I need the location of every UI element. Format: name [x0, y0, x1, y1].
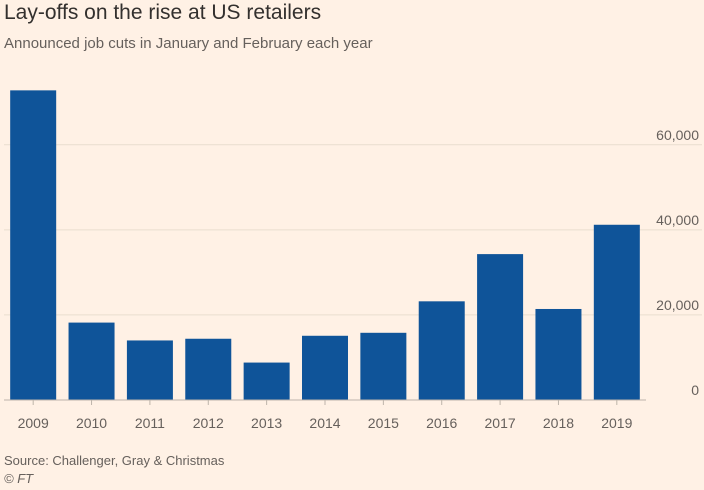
- bar-2010: [68, 322, 115, 400]
- bar-2015: [360, 332, 407, 400]
- y-tick-label: 20,000: [656, 297, 699, 313]
- bar-2011: [126, 340, 173, 400]
- bar-2018: [535, 308, 582, 400]
- chart-subtitle: Announced job cuts in January and Februa…: [4, 35, 373, 52]
- bar-2013: [243, 362, 290, 400]
- x-tick-label: 2014: [309, 415, 340, 431]
- x-tick-label: 2016: [426, 415, 457, 431]
- x-tick-label: 2017: [485, 415, 516, 431]
- x-tick-label: 2019: [601, 415, 632, 431]
- x-tick-label: 2018: [543, 415, 574, 431]
- bar-2012: [185, 338, 232, 400]
- bar-2019: [593, 224, 640, 400]
- x-tick-label: 2010: [76, 415, 107, 431]
- bar-2017: [477, 254, 524, 400]
- bars: [10, 90, 640, 400]
- x-tick-label: 2012: [193, 415, 224, 431]
- x-tick-label: 2015: [368, 415, 399, 431]
- gridlines: [4, 144, 702, 316]
- bar-2016: [418, 301, 465, 400]
- bar-chart: 0 20,000 40,000 60,000 2009 2010 2011 2012 2013 2…: [4, 90, 702, 431]
- y-tick-label: 60,000: [656, 127, 699, 143]
- x-tick-label: 2011: [135, 415, 165, 431]
- axes: 0 20,000 40,000 60,000 2009 2010 2011 2012 2013 2…: [4, 127, 699, 431]
- bar-2009: [10, 90, 57, 400]
- source-note: Source: Challenger, Gray & Christmas: [4, 453, 225, 468]
- chart-title: Lay-offs on the rise at US retailers: [4, 1, 322, 24]
- bar-2014: [302, 335, 348, 400]
- y-tick-label: 0: [691, 382, 699, 398]
- ft-credit: © FT: [4, 471, 34, 486]
- x-tick-label: 2009: [18, 415, 49, 431]
- x-tick-label: 2013: [251, 415, 282, 431]
- y-tick-label: 40,000: [656, 212, 699, 228]
